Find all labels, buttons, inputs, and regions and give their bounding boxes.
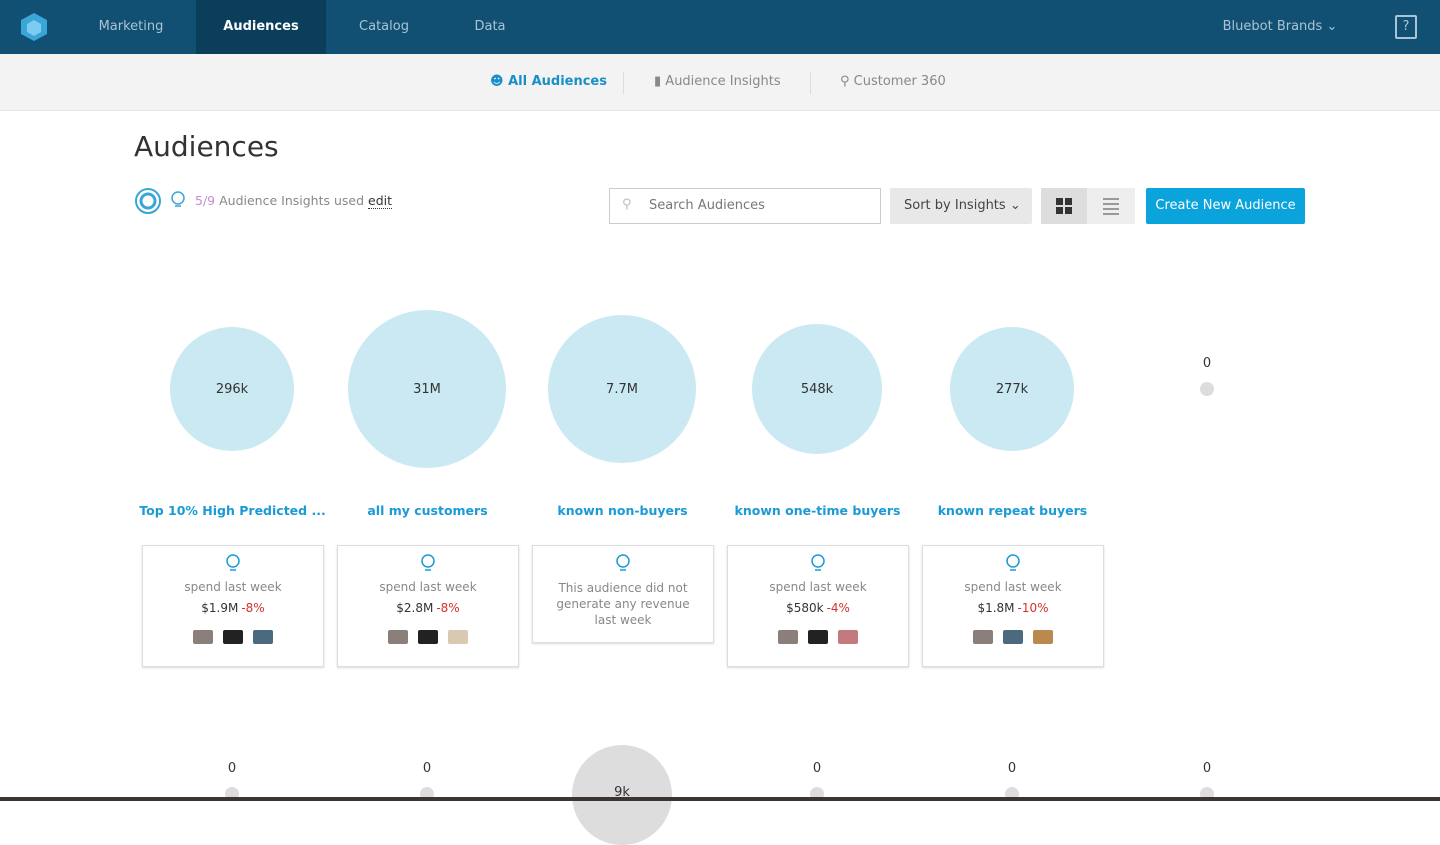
audience-count: 0 (1202, 356, 1212, 371)
audience-bubble[interactable]: 548k (752, 324, 882, 454)
nav-item[interactable]: Data (474, 19, 506, 34)
card-metric: spend last week (964, 580, 1062, 594)
separator (810, 72, 811, 94)
card-amount: $1.8M -10% (923, 601, 1103, 615)
product-thumbnail (838, 630, 858, 644)
nav-item[interactable]: Marketing (98, 19, 164, 34)
card-metric: spend last week (769, 580, 867, 594)
product-thumbnail (418, 630, 438, 644)
audience-count: 0 (812, 761, 822, 776)
insight-card: This audience did not generate any reven… (532, 545, 714, 643)
product-thumbnail (1033, 630, 1053, 644)
product-thumbnail (448, 630, 468, 644)
audience-count: 0 (227, 761, 237, 776)
audience-bubble[interactable]: 7.7M (548, 315, 696, 463)
sub-nav-label: All Audiences (508, 74, 607, 89)
insights-label: Audience Insights used (219, 193, 365, 208)
top-nav: Marketing Audiences Catalog Data Bluebot… (0, 0, 1440, 54)
logo[interactable] (20, 12, 48, 42)
insight-card: spend last week $580k -4% (727, 545, 909, 667)
search-box[interactable]: ⚲ Search Audiences (609, 188, 881, 224)
change: -10% (1017, 601, 1049, 615)
help-button[interactable]: ? (1395, 15, 1417, 39)
audience-name[interactable]: known one-time buyers (734, 503, 901, 518)
sort-label: Sort by Insights (904, 198, 1006, 213)
amount: $580k (786, 601, 824, 615)
audience-name[interactable]: known non-buyers (557, 503, 688, 518)
audience-count: 0 (422, 761, 432, 776)
change: -8% (436, 601, 460, 615)
product-thumbnail (808, 630, 828, 644)
change: -8% (241, 601, 265, 615)
insight-card: spend last week $1.8M -10% (922, 545, 1104, 667)
sub-nav-item[interactable]: ⚲ Customer 360 (840, 74, 946, 89)
list-view-button[interactable] (1087, 188, 1135, 224)
sub-nav-label: Audience Insights (665, 74, 781, 89)
grid-view-button[interactable] (1041, 188, 1087, 224)
bottom-strip (0, 797, 1440, 801)
product-thumbnail (388, 630, 408, 644)
product-thumbnail (778, 630, 798, 644)
create-audience-button[interactable]: Create New Audience (1146, 188, 1305, 224)
insights-icons (135, 188, 185, 214)
insights-count: 5/9 (195, 193, 216, 208)
card-note: This audience did not generate any reven… (556, 581, 690, 627)
amount: $2.8M (396, 601, 434, 615)
audience-bubble[interactable]: 296k (170, 327, 294, 451)
change: -4% (826, 601, 850, 615)
audience-name[interactable]: Top 10% High Predicted ... (139, 503, 326, 518)
nav-item[interactable]: Catalog (359, 19, 409, 34)
card-amount: $2.8M -8% (338, 601, 518, 615)
search-placeholder: Search Audiences (649, 198, 765, 213)
card-amount: $580k -4% (728, 601, 908, 615)
product-thumbnail (1003, 630, 1023, 644)
amount: $1.8M (977, 601, 1015, 615)
edit-link[interactable]: edit (368, 193, 393, 209)
page-title: Audiences (134, 130, 279, 163)
sub-nav-item[interactable]: ☻ All Audiences (490, 74, 607, 89)
audience-name[interactable]: all my customers (367, 503, 488, 518)
account-name: Bluebot Brands (1222, 19, 1323, 34)
account-menu[interactable]: Bluebot Brands ⌄ (1222, 19, 1338, 34)
audience-count: 0 (1007, 761, 1017, 776)
audience-bubble: 9k (572, 745, 672, 845)
audience-name[interactable]: known repeat buyers (937, 503, 1088, 518)
empty-dot (1200, 382, 1214, 396)
sub-nav: ☻ All Audiences ▮ Audience Insights ⚲ Cu… (0, 54, 1440, 111)
product-thumbnail (973, 630, 993, 644)
product-thumbnail (193, 630, 213, 644)
separator (623, 72, 624, 94)
audience-count: 0 (1202, 761, 1212, 776)
card-metric: spend last week (379, 580, 477, 594)
audience-bubble[interactable]: 31M (348, 310, 506, 468)
nav-item[interactable]: Audiences (196, 0, 326, 54)
card-amount: $1.9M -8% (143, 601, 323, 615)
amount: $1.9M (201, 601, 239, 615)
insight-card: spend last week $2.8M -8% (337, 545, 519, 667)
sub-nav-item[interactable]: ▮ Audience Insights (654, 74, 781, 89)
product-thumbnail (223, 630, 243, 644)
product-thumbnail (253, 630, 273, 644)
sub-nav-label: Customer 360 (853, 74, 946, 89)
sort-dropdown[interactable]: Sort by Insights ⌄ (890, 188, 1032, 224)
insight-card: spend last week $1.9M -8% (142, 545, 324, 667)
card-metric: spend last week (184, 580, 282, 594)
audience-bubble[interactable]: 277k (950, 327, 1074, 451)
insights-usage: 5/9 Audience Insights used edit (195, 193, 393, 209)
